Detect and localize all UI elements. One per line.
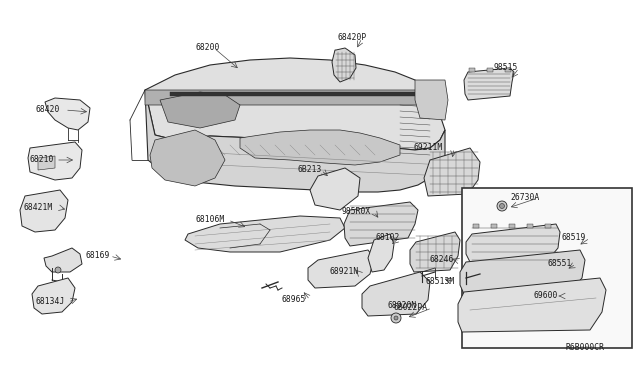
Polygon shape [170,92,422,96]
Polygon shape [310,168,360,210]
Text: R6B000CR: R6B000CR [566,343,605,353]
Text: 68134J: 68134J [35,298,64,307]
Circle shape [55,267,61,273]
Text: 68519: 68519 [562,234,586,243]
Circle shape [394,316,398,320]
Text: 68551: 68551 [548,260,572,269]
Text: 68513M: 68513M [426,278,455,286]
Text: 68102: 68102 [376,232,401,241]
Polygon shape [473,224,479,228]
Polygon shape [424,148,480,196]
Polygon shape [308,250,374,288]
Polygon shape [469,68,475,72]
Polygon shape [185,216,345,252]
Text: 68920N: 68920N [388,301,417,311]
Polygon shape [28,142,82,180]
Polygon shape [344,202,418,246]
Text: 68169: 68169 [86,251,110,260]
Polygon shape [458,278,606,332]
Text: 68246: 68246 [430,256,454,264]
Polygon shape [160,92,240,128]
Circle shape [497,201,507,211]
Polygon shape [509,224,515,228]
Circle shape [391,313,401,323]
Text: 68210: 68210 [30,155,54,164]
Polygon shape [527,224,533,228]
Polygon shape [466,224,560,262]
Polygon shape [145,90,445,105]
Text: 68420: 68420 [36,106,60,115]
Text: 98515: 98515 [493,64,517,73]
Text: 68420P: 68420P [338,33,367,42]
Polygon shape [460,250,585,294]
Polygon shape [150,130,225,186]
Polygon shape [505,68,511,72]
Text: 68106M: 68106M [195,215,224,224]
Polygon shape [362,272,430,316]
Text: 6B022PA: 6B022PA [394,304,428,312]
Text: 985R0X: 985R0X [342,208,371,217]
Text: 68200: 68200 [196,44,220,52]
Polygon shape [145,58,445,150]
Text: 26730A: 26730A [510,193,540,202]
Text: 68965: 68965 [282,295,307,305]
Polygon shape [44,248,82,272]
FancyBboxPatch shape [462,188,632,348]
Polygon shape [32,278,75,314]
Polygon shape [20,190,68,232]
Polygon shape [545,224,551,228]
Polygon shape [332,48,356,82]
Text: 69211M: 69211M [414,144,444,153]
Polygon shape [45,98,90,130]
Circle shape [499,203,504,208]
Polygon shape [415,80,448,120]
Polygon shape [487,68,493,72]
Polygon shape [410,232,460,272]
Polygon shape [240,130,400,165]
Text: 69600: 69600 [534,292,558,301]
Text: 68921N: 68921N [330,267,359,276]
Polygon shape [368,234,394,272]
Polygon shape [145,90,445,192]
Polygon shape [38,156,55,170]
Text: 6B213: 6B213 [298,166,323,174]
Text: 68421M: 68421M [24,203,53,212]
Polygon shape [491,224,497,228]
Polygon shape [464,68,514,100]
